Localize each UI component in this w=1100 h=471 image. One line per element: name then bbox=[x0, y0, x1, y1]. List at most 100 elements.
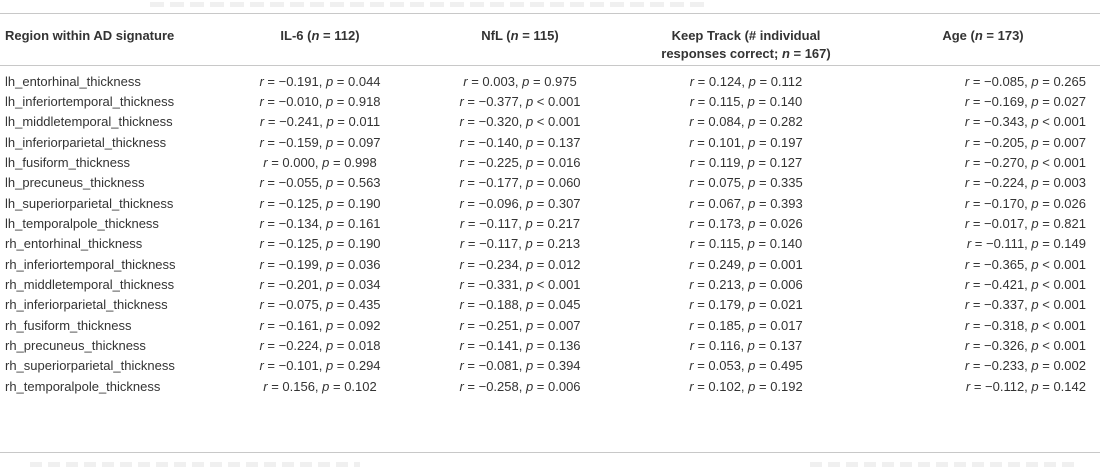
cell-region: lh_fusiform_thickness bbox=[5, 155, 130, 171]
cell-age: r = −0.017, p = 0.821 bbox=[964, 216, 1086, 232]
table-row: rh_inferiortemporal_thickness r = −0.199,… bbox=[0, 255, 1100, 275]
cell-il6: r = −0.125, p = 0.190 bbox=[259, 236, 381, 252]
cell-nfl: r = −0.258, p = 0.006 bbox=[459, 378, 581, 394]
cell-il6: r = 0.000, p = 0.998 bbox=[263, 155, 377, 171]
header-keep-track: Keep Track (# individual responses correc… bbox=[626, 14, 866, 66]
cell-region: rh_entorhinal_thickness bbox=[5, 236, 143, 252]
cell-il6: r = 0.156, p = 0.102 bbox=[263, 378, 377, 394]
cell-age: r = −0.085, p = 0.265 bbox=[964, 73, 1086, 89]
cell-keep-track: r = 0.116, p = 0.137 bbox=[689, 338, 803, 354]
cell-nfl: r = −0.251, p = 0.007 bbox=[459, 317, 581, 333]
cell-il6: r = −0.161, p = 0.092 bbox=[259, 317, 381, 333]
table-body: lh_entorhinal_thickness r = −0.191, p = 0… bbox=[0, 65, 1100, 397]
cell-age: r = −0.224, p = 0.003 bbox=[964, 175, 1086, 191]
cell-il6: r = −0.010, p = 0.918 bbox=[259, 94, 381, 110]
cell-region: rh_precuneus_thickness bbox=[5, 338, 146, 354]
cell-region: lh_superiorparietal_thickness bbox=[5, 195, 174, 211]
cell-keep-track: r = 0.102, p = 0.192 bbox=[689, 378, 803, 394]
table-row: rh_precuneus_thickness r = −0.224, p = 0.… bbox=[0, 336, 1100, 356]
cell-region: lh_precuneus_thickness bbox=[5, 175, 145, 191]
cell-nfl: r = −0.117, p = 0.217 bbox=[459, 216, 581, 232]
cell-il6: r = −0.159, p = 0.097 bbox=[259, 134, 381, 150]
cell-il6: r = −0.125, p = 0.190 bbox=[259, 195, 381, 211]
cell-il6: r = −0.134, p = 0.161 bbox=[259, 216, 381, 232]
header-region: Region within AD signature bbox=[0, 14, 226, 66]
cell-age: r = −0.343, p < 0.001 bbox=[964, 114, 1086, 130]
faint-footer-right bbox=[810, 462, 1080, 467]
cell-keep-track: r = 0.067, p = 0.393 bbox=[689, 195, 803, 211]
cell-nfl: r = −0.141, p = 0.136 bbox=[459, 338, 581, 354]
cell-keep-track: r = 0.213, p = 0.006 bbox=[689, 277, 803, 293]
table-row: lh_inferiorparietal_thickness r = −0.159,… bbox=[0, 133, 1100, 153]
cell-il6: r = −0.199, p = 0.036 bbox=[259, 256, 381, 272]
cell-keep-track: r = 0.115, p = 0.140 bbox=[689, 94, 803, 110]
cell-il6: r = −0.201, p = 0.034 bbox=[259, 277, 381, 293]
cell-age: r = −0.169, p = 0.027 bbox=[964, 94, 1086, 110]
header-nfl: NfL (n = 115) bbox=[414, 14, 626, 66]
table-row: lh_temporalpole_thickness r = −0.134, p =… bbox=[0, 214, 1100, 234]
cell-il6: r = −0.241, p = 0.011 bbox=[259, 114, 381, 130]
cell-keep-track: r = 0.185, p = 0.017 bbox=[689, 317, 803, 333]
table-top-rule bbox=[0, 13, 1100, 14]
cell-il6: r = −0.101, p = 0.294 bbox=[259, 358, 381, 374]
table-row: rh_fusiform_thickness r = −0.161, p = 0.0… bbox=[0, 316, 1100, 336]
table-row: rh_temporalpole_thickness r = 0.156, p = … bbox=[0, 377, 1100, 397]
cell-nfl: r = −0.234, p = 0.012 bbox=[459, 256, 581, 272]
cell-region: lh_inferiortemporal_thickness bbox=[5, 94, 175, 110]
cell-region: rh_middletemporal_thickness bbox=[5, 277, 175, 293]
cell-region: rh_inferiorparietal_thickness bbox=[5, 297, 168, 313]
table-row: lh_superiorparietal_thickness r = −0.125,… bbox=[0, 194, 1100, 214]
header-il6: IL-6 (n = 112) bbox=[226, 14, 414, 66]
table-row: lh_entorhinal_thickness r = −0.191, p = 0… bbox=[0, 65, 1100, 92]
table-row: rh_superiorparietal_thickness r = −0.101,… bbox=[0, 356, 1100, 376]
cell-age: r = −0.318, p < 0.001 bbox=[964, 317, 1086, 333]
cell-age: r = −0.365, p < 0.001 bbox=[964, 256, 1086, 272]
cell-age: r = −0.112, p = 0.142 bbox=[965, 378, 1086, 394]
cell-region: lh_inferiorparietal_thickness bbox=[5, 134, 167, 150]
cell-region: rh_superiorparietal_thickness bbox=[5, 358, 175, 374]
faint-footer-left bbox=[30, 462, 360, 467]
cell-region: lh_entorhinal_thickness bbox=[5, 73, 141, 89]
cell-age: r = −0.170, p = 0.026 bbox=[964, 195, 1086, 211]
cell-region: lh_temporalpole_thickness bbox=[5, 216, 159, 232]
cell-il6: r = −0.055, p = 0.563 bbox=[259, 175, 381, 191]
correlation-table: Region within AD signature IL-6 (n = 112… bbox=[0, 14, 1100, 397]
cell-age: r = −0.337, p < 0.001 bbox=[964, 297, 1086, 313]
cell-keep-track: r = 0.053, p = 0.495 bbox=[689, 358, 803, 374]
header-age: Age (n = 173) bbox=[866, 14, 1100, 66]
table-row: lh_middletemporal_thickness r = −0.241, p… bbox=[0, 112, 1100, 132]
table-row: lh_fusiform_thickness r = 0.000, p = 0.99… bbox=[0, 153, 1100, 173]
cell-nfl: r = −0.331, p < 0.001 bbox=[459, 277, 581, 293]
cell-nfl: r = −0.377, p < 0.001 bbox=[459, 94, 581, 110]
cell-region: rh_inferiortemporal_thickness bbox=[5, 256, 176, 272]
cell-il6: r = −0.224, p = 0.018 bbox=[259, 338, 381, 354]
cell-age: r = −0.205, p = 0.007 bbox=[964, 134, 1086, 150]
cell-nfl: r = −0.081, p = 0.394 bbox=[459, 358, 581, 374]
table-row: rh_entorhinal_thickness r = −0.125, p = 0… bbox=[0, 234, 1100, 254]
header-row: Region within AD signature IL-6 (n = 112… bbox=[0, 14, 1100, 66]
cell-keep-track: r = 0.249, p = 0.001 bbox=[689, 256, 803, 272]
cell-il6: r = −0.191, p = 0.044 bbox=[259, 73, 381, 89]
cell-keep-track: r = 0.179, p = 0.021 bbox=[689, 297, 803, 313]
cell-keep-track: r = 0.124, p = 0.112 bbox=[689, 73, 803, 89]
cell-nfl: r = −0.140, p = 0.137 bbox=[459, 134, 581, 150]
cell-age: r = −0.111, p = 0.149 bbox=[966, 236, 1086, 252]
cell-age: r = −0.326, p < 0.001 bbox=[964, 338, 1086, 354]
cell-nfl: r = −0.096, p = 0.307 bbox=[459, 195, 581, 211]
cell-il6: r = −0.075, p = 0.435 bbox=[259, 297, 381, 313]
cell-region: rh_temporalpole_thickness bbox=[5, 378, 161, 394]
cell-region: lh_middletemporal_thickness bbox=[5, 114, 173, 130]
cell-nfl: r = −0.225, p = 0.016 bbox=[459, 155, 581, 171]
cell-age: r = −0.233, p = 0.002 bbox=[964, 358, 1086, 374]
cell-age: r = −0.270, p < 0.001 bbox=[964, 155, 1086, 171]
cell-nfl: r = −0.117, p = 0.213 bbox=[459, 236, 581, 252]
table-row: lh_precuneus_thickness r = −0.055, p = 0.… bbox=[0, 173, 1100, 193]
table-row: rh_inferiorparietal_thickness r = −0.075,… bbox=[0, 295, 1100, 315]
cell-nfl: r = −0.188, p = 0.045 bbox=[459, 297, 581, 313]
cell-age: r = −0.421, p < 0.001 bbox=[964, 277, 1086, 293]
cell-keep-track: r = 0.075, p = 0.335 bbox=[689, 175, 803, 191]
table-row: rh_middletemporal_thickness r = −0.201, p… bbox=[0, 275, 1100, 295]
cell-nfl: r = 0.003, p = 0.975 bbox=[463, 73, 577, 89]
cell-keep-track: r = 0.173, p = 0.026 bbox=[689, 216, 803, 232]
cell-keep-track: r = 0.084, p = 0.282 bbox=[689, 114, 803, 130]
